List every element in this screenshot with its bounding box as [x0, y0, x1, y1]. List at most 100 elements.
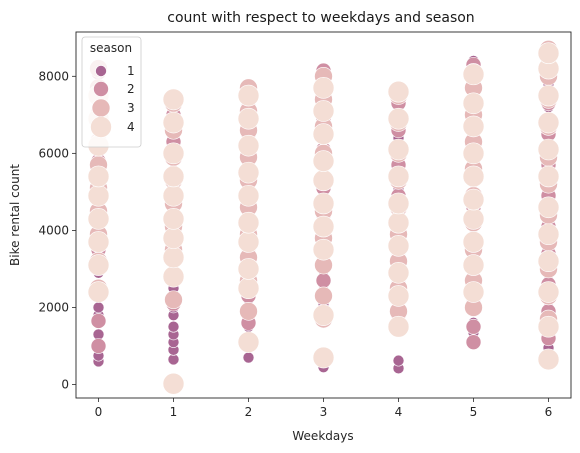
legend-marker-4	[90, 116, 112, 138]
data-point	[87, 165, 110, 188]
data-point	[392, 354, 405, 367]
data-point	[87, 281, 110, 303]
data-point	[387, 107, 410, 130]
data-point	[312, 77, 335, 99]
y-axis-label: Bike rental count	[8, 164, 22, 266]
data-point	[162, 208, 185, 230]
data-point	[237, 231, 260, 253]
data-point	[237, 134, 260, 157]
series-4	[87, 42, 560, 395]
data-point	[537, 223, 560, 246]
legend-marker-3	[91, 98, 111, 118]
data-point	[462, 208, 485, 230]
data-point	[162, 372, 185, 395]
data-point	[537, 42, 560, 64]
y-tick-label: 6000	[38, 146, 69, 160]
data-point	[462, 142, 485, 165]
data-point	[387, 285, 410, 307]
data-point	[162, 165, 185, 188]
legend-entries: 1 2 3 4	[90, 64, 135, 138]
x-tick-label: 1	[170, 405, 178, 419]
data-point	[162, 265, 185, 288]
x-tick-label: 4	[395, 405, 403, 419]
data-point	[314, 286, 333, 306]
data-point	[87, 184, 110, 207]
x-axis-label: Weekdays	[292, 429, 353, 443]
legend-title: season	[90, 41, 132, 55]
data-point	[90, 313, 107, 329]
y-axis-ticks: 0 2000 4000 6000 8000	[38, 69, 76, 392]
y-tick-label: 4000	[38, 223, 69, 237]
data-point	[239, 302, 258, 321]
x-tick-label: 5	[470, 405, 478, 419]
chart-title: count with respect to weekdays and seaso…	[167, 10, 474, 26]
data-point	[167, 320, 180, 333]
data-point	[387, 138, 410, 161]
x-tick-label: 2	[245, 405, 253, 419]
data-point	[537, 138, 560, 161]
data-point	[162, 246, 185, 269]
data-point	[237, 258, 260, 280]
legend: season 1 2 3 4	[81, 36, 142, 148]
data-point	[162, 142, 185, 165]
data-point	[462, 281, 485, 303]
data-point	[387, 192, 410, 215]
data-point	[90, 338, 107, 354]
data-point	[87, 208, 110, 230]
y-tick-label: 0	[61, 378, 69, 392]
data-point	[87, 254, 110, 276]
y-tick-label: 2000	[38, 300, 69, 314]
data-point	[465, 334, 482, 350]
data-point	[162, 184, 185, 207]
legend-label-1: 1	[127, 64, 135, 78]
data-point	[537, 111, 560, 134]
data-point	[237, 331, 260, 353]
y-tick-label: 8000	[38, 69, 69, 83]
data-point	[162, 227, 185, 249]
legend-marker-2	[93, 81, 109, 97]
legend-label-2: 2	[127, 82, 135, 96]
data-point	[312, 192, 335, 215]
data-point	[87, 231, 110, 253]
data-point	[462, 92, 485, 115]
data-point	[312, 215, 335, 238]
data-point	[237, 107, 260, 130]
data-point	[312, 238, 335, 261]
data-point	[537, 196, 560, 219]
data-point	[537, 165, 560, 188]
points-layer	[87, 40, 560, 395]
data-point	[537, 84, 560, 107]
data-point	[312, 346, 335, 369]
data-point	[462, 188, 485, 211]
data-point	[537, 250, 560, 273]
data-point	[537, 281, 560, 303]
data-point	[387, 80, 410, 103]
data-point	[387, 235, 410, 257]
data-point	[465, 318, 482, 335]
data-point	[312, 169, 335, 192]
data-point	[162, 88, 185, 111]
x-tick-label: 6	[545, 405, 553, 419]
data-point	[312, 150, 335, 172]
data-point	[462, 165, 485, 188]
x-axis-ticks: 0 1 2 3 4 5 6	[95, 398, 553, 419]
data-point	[462, 254, 485, 276]
x-tick-label: 0	[95, 405, 103, 419]
legend-label-3: 3	[127, 101, 135, 115]
data-point	[387, 261, 410, 284]
data-point	[387, 315, 410, 338]
data-point	[462, 63, 485, 86]
data-point	[462, 115, 485, 138]
data-point	[312, 100, 335, 122]
data-point	[315, 272, 332, 289]
data-point	[312, 123, 335, 145]
data-point	[92, 301, 105, 314]
data-point	[242, 351, 255, 364]
legend-marker-1	[95, 65, 107, 77]
data-point	[237, 161, 260, 184]
x-tick-label: 3	[320, 405, 328, 419]
data-point	[162, 111, 185, 134]
data-point	[237, 277, 260, 300]
data-point	[237, 184, 260, 207]
